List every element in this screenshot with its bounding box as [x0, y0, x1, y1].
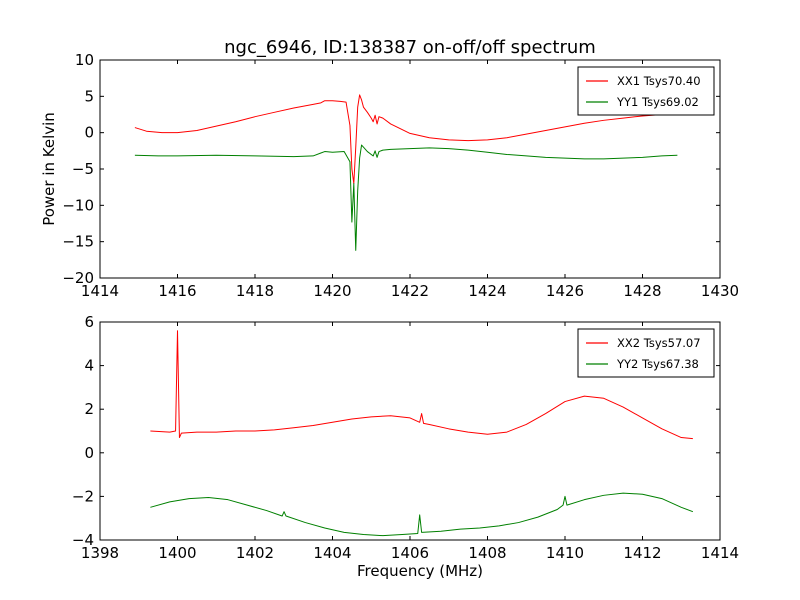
x-tick-label: 1418 [236, 282, 274, 300]
y-tick-label: 5 [84, 87, 94, 105]
top-plot: 1414 1416 1418 1420 1422 1424 1426 1428 1430 −20 −… [40, 51, 739, 300]
y-tick-label: −5 [72, 160, 94, 178]
x-tick-label: 1416 [158, 282, 196, 300]
x-tick-label: 1430 [701, 282, 739, 300]
legend-label: YY2 Tsys67.38 [616, 357, 699, 371]
x-tick-label: 1426 [546, 282, 584, 300]
y-tick-label: 4 [84, 357, 94, 375]
figure-title: ngc_6946, ID:138387 on-off/off spectrum [224, 37, 596, 58]
y-tick-label: 0 [84, 444, 94, 462]
series-line-1 [150, 330, 693, 440]
x-tick-label: 1408 [468, 544, 506, 562]
x-tick-label: 1406 [391, 544, 429, 562]
x-tick-label: 1410 [546, 544, 584, 562]
y-tick-label: −2 [72, 487, 94, 505]
x-tick-label: 1422 [391, 282, 429, 300]
x-axis-label: Frequency (MHz) [357, 562, 483, 580]
y-tick-label: 10 [75, 51, 94, 69]
x-tick-label: 1400 [158, 544, 196, 562]
y-tick-label: −10 [62, 196, 94, 214]
legend-label: XX1 Tsys70.40 [617, 74, 701, 88]
x-tick-label: 1404 [313, 544, 351, 562]
series-line-2 [134, 144, 678, 251]
y-tick-label: −15 [62, 233, 94, 251]
y-tick-label: 0 [84, 124, 94, 142]
series-group [134, 94, 678, 251]
legend-label: XX2 Tsys57.07 [617, 336, 701, 350]
legend-box [577, 328, 715, 378]
x-tick-label: 1414 [701, 544, 739, 562]
x-tick-label: 1412 [623, 544, 661, 562]
x-tick-label: 1428 [623, 282, 661, 300]
x-tick-label: 1402 [236, 544, 274, 562]
x-tick-label: 1414 [81, 282, 119, 300]
x-tick-label: 1398 [81, 544, 119, 562]
legend-box [577, 66, 715, 116]
legend: XX2 Tsys57.07 YY2 Tsys67.38 [577, 328, 715, 378]
series-line-2 [150, 492, 694, 537]
y-tick-label: 2 [84, 400, 94, 418]
series-line-1 [134, 94, 678, 185]
x-tick-label: 1420 [313, 282, 351, 300]
legend: XX1 Tsys70.40 YY1 Tsys69.02 [577, 66, 715, 116]
x-tick-label: 1424 [468, 282, 506, 300]
legend-label: YY1 Tsys69.02 [616, 95, 699, 109]
y-tick-label: 6 [84, 313, 94, 331]
y-axis-label: Power in Kelvin [40, 112, 58, 226]
y-tick-label: −20 [62, 269, 94, 287]
y-tick-label: −4 [72, 531, 94, 549]
bottom-plot: 1398 1400 1402 1404 1406 1408 1410 1412 1414 −4 −2… [72, 313, 739, 580]
series-group [150, 330, 694, 537]
